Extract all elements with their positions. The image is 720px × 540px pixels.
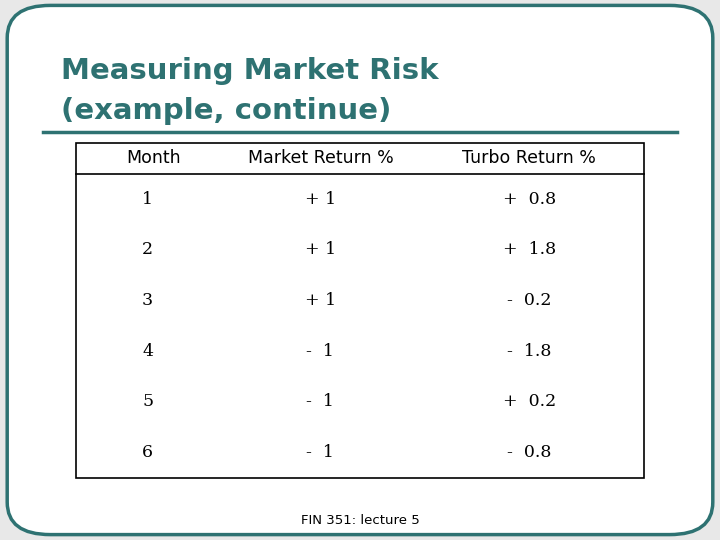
Text: +  1.8: + 1.8: [503, 241, 556, 258]
Text: +  0.2: + 0.2: [503, 394, 556, 410]
Text: Turbo Return %: Turbo Return %: [462, 150, 596, 167]
Text: -  0.2: - 0.2: [507, 292, 552, 309]
Text: +  0.8: + 0.8: [503, 191, 556, 208]
FancyBboxPatch shape: [7, 5, 713, 535]
Bar: [76, 143, 644, 478]
Text: 2: 2: [142, 241, 153, 258]
Text: 3: 3: [142, 292, 153, 309]
Text: 6: 6: [142, 444, 153, 461]
Text: 5: 5: [142, 394, 153, 410]
Text: -  0.8: - 0.8: [507, 444, 552, 461]
Text: + 1: + 1: [305, 292, 336, 309]
Text: 1: 1: [142, 191, 153, 208]
Text: Month: Month: [126, 150, 181, 167]
Text: + 1: + 1: [305, 191, 336, 208]
Text: + 1: + 1: [305, 241, 336, 258]
Text: FIN 351: lecture 5: FIN 351: lecture 5: [301, 514, 419, 526]
Text: -  1: - 1: [307, 343, 334, 360]
Text: 4: 4: [142, 343, 153, 360]
Text: Measuring Market Risk: Measuring Market Risk: [61, 57, 438, 85]
Text: (example, continue): (example, continue): [61, 97, 392, 125]
Text: Market Return %: Market Return %: [248, 150, 393, 167]
Text: -  1.8: - 1.8: [507, 343, 552, 360]
Text: -  1: - 1: [307, 444, 334, 461]
Text: -  1: - 1: [307, 394, 334, 410]
